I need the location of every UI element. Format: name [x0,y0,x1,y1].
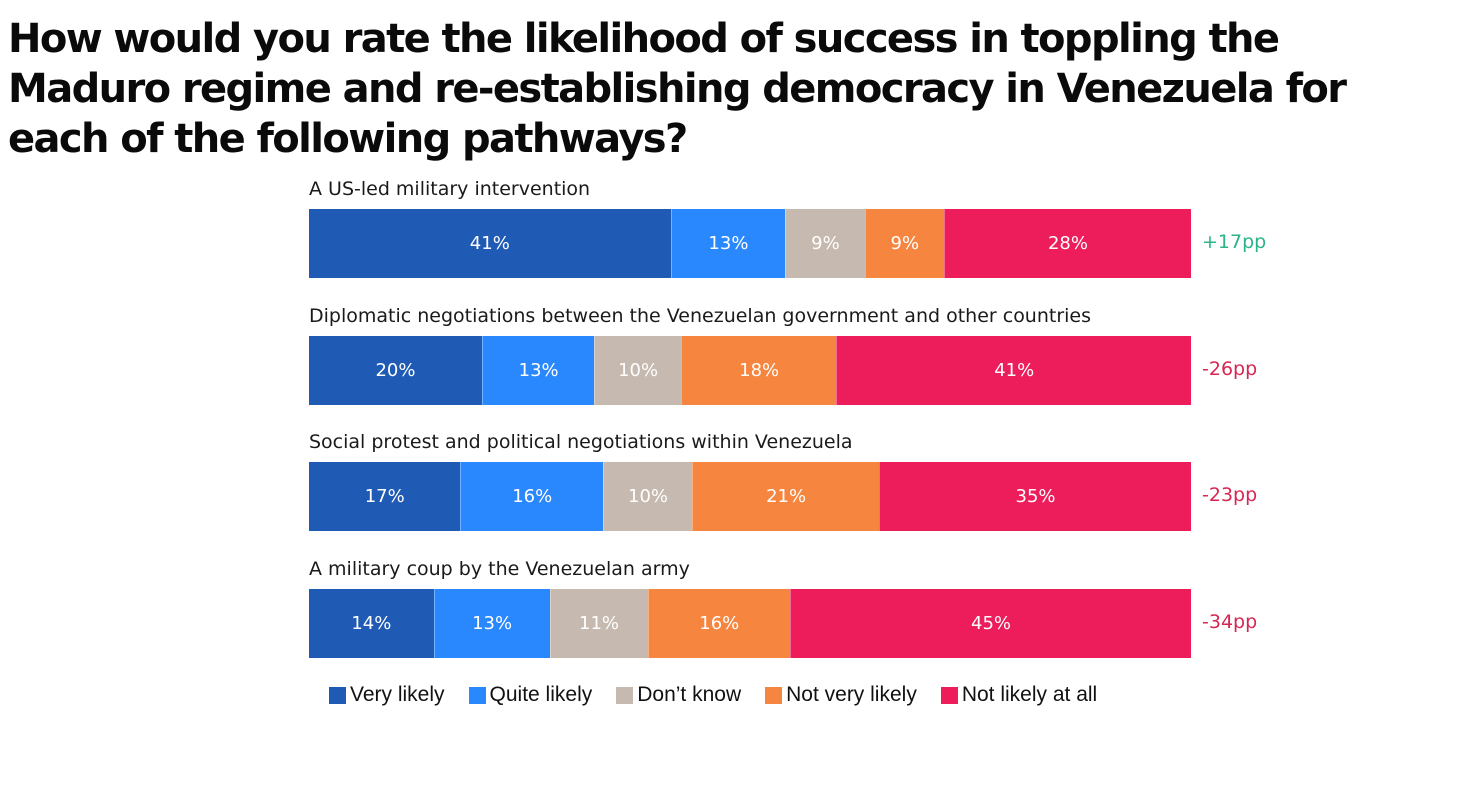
legend: Very likely Quite likely Don’t know Not … [329,683,1121,707]
legend-swatch [940,686,958,704]
data-label: 10% [628,486,669,507]
bar-segment-not-likely-at-all: 45% [790,589,1191,658]
bar-segment-not-very-likely: 18% [680,336,837,405]
bar-segment-quite-likely: 13% [670,209,786,278]
legend-item: Not very likely [765,683,917,707]
bar-segment-not-likely-at-all: 41% [836,336,1191,405]
bar-segment-don-t-know: 10% [594,336,681,405]
bar-segment-don-t-know: 11% [549,589,648,658]
data-label: 28% [1047,233,1088,254]
legend-swatch [765,686,783,704]
row-label: Social protest and political negotiation… [309,431,853,453]
stacked-bar: 20% 13% 10% 18% 41% [309,336,1191,405]
row-label: A US-led military intervention [309,178,591,200]
data-label: 13% [708,233,749,254]
data-label: 16% [512,486,553,507]
bar-segment-don-t-know: 10% [602,462,693,531]
chart-title: How would you rate the likelihood of suc… [8,16,1347,162]
net-score: -34pp [1202,611,1258,633]
data-label: 41% [469,233,510,254]
stacked-bar: 17% 16% 10% 21% 35% [309,462,1191,531]
legend-swatch [468,686,486,704]
legend-label: Quite likely [489,683,593,706]
bar-segment-very-likely: 20% [309,336,482,405]
bar-segment-not-very-likely: 21% [692,462,880,531]
bar-segment-quite-likely: 13% [481,336,595,405]
legend-swatch [329,686,346,704]
data-label: 21% [766,486,807,507]
legend-label: Don’t know [637,683,742,706]
data-label: 9% [890,233,920,254]
data-label: 13% [472,613,513,634]
net-score: -26pp [1202,358,1258,380]
stacked-bar: 14% 13% 11% 16% 45% [309,589,1191,658]
net-score: +17pp [1202,231,1267,253]
data-label: 16% [699,613,740,634]
bar-segment-not-likely-at-all: 35% [879,462,1191,531]
bar-segment-quite-likely: 16% [460,462,603,531]
legend-label: Very likely [350,683,445,706]
data-label: 13% [518,360,559,381]
data-label: 11% [579,613,620,634]
bar-segment-very-likely: 17% [309,462,461,531]
data-label: 10% [618,360,659,381]
legend-item: Quite likely [468,683,593,707]
bar-segment-very-likely: 41% [309,209,671,278]
bar-segment-not-very-likely: 9% [864,209,945,278]
stacked-bar: 41% 13% 9% 9% 28% [309,209,1191,278]
legend-item: Don’t know [616,683,741,707]
bar-segment-quite-likely: 13% [433,589,550,658]
legend-item: Not likely at all [940,683,1098,707]
data-label: 35% [1015,486,1056,507]
legend-swatch [616,686,634,704]
row-label: A military coup by the Venezuelan army [309,558,690,580]
legend-label: Not likely at all [961,683,1098,706]
data-label: 14% [351,613,392,634]
legend-label: Not very likely [786,683,917,706]
bar-segment-don-t-know: 9% [785,209,865,278]
data-label: 20% [375,360,416,381]
data-label: 17% [364,486,405,507]
data-label: 9% [811,233,840,254]
data-label: 45% [971,613,1012,634]
row-label: Diplomatic negotiations between the Vene… [309,305,1092,327]
data-label: 18% [739,360,780,381]
bar-segment-very-likely: 14% [309,589,434,658]
bar-segment-not-very-likely: 16% [647,589,791,658]
legend-item: Very likely [329,683,445,707]
bar-segment-not-likely-at-all: 28% [944,209,1191,278]
net-score: -23pp [1202,484,1258,506]
data-label: 41% [994,360,1035,381]
